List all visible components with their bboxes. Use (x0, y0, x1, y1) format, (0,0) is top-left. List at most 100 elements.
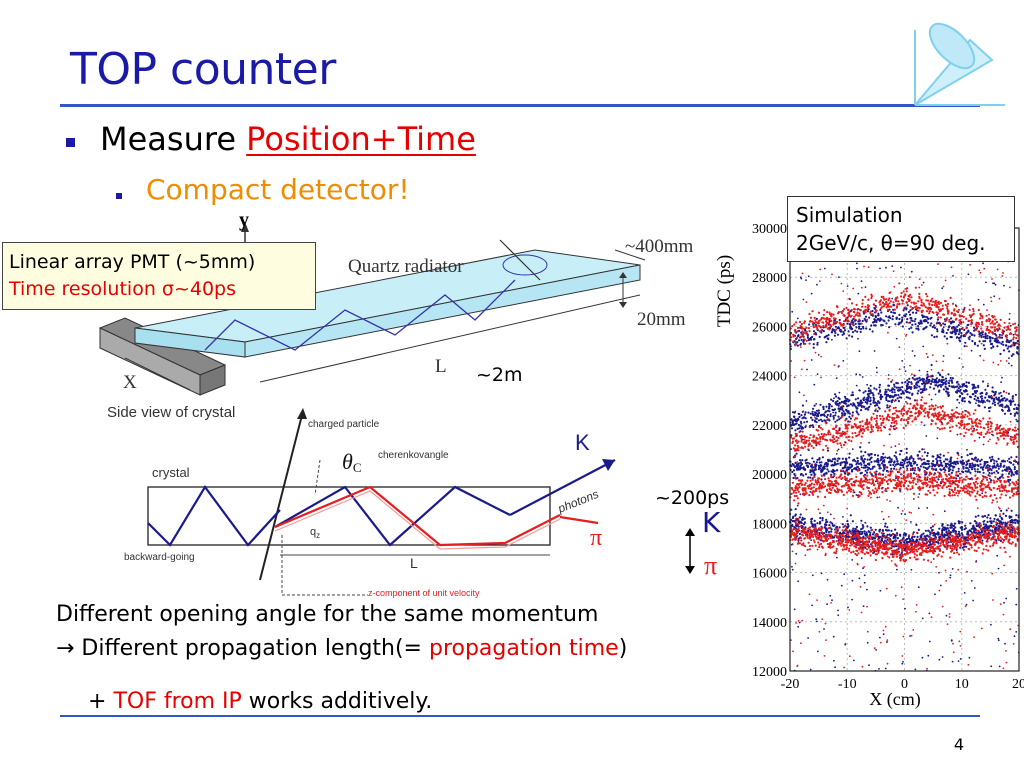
scatter-point (915, 554, 919, 557)
scatter-point (914, 323, 917, 326)
scatter-point (971, 466, 974, 469)
scatter-point (819, 483, 822, 486)
scatter-point (999, 480, 1002, 484)
scatter-point (1016, 420, 1019, 423)
scatter-point (819, 464, 822, 467)
scatter-point (940, 555, 943, 558)
scatter-point (793, 531, 796, 534)
scatter-point (975, 521, 978, 524)
scatter-point (907, 473, 910, 476)
scatter-point (842, 443, 846, 446)
scatter-point (802, 544, 805, 547)
scatter-point (792, 415, 796, 418)
scatter-point (1010, 487, 1014, 490)
scatter-point (909, 488, 912, 491)
scatter-point (907, 396, 910, 399)
scatter-point (806, 548, 809, 551)
scatter-point (937, 539, 940, 542)
scatter-point (1001, 486, 1005, 489)
scatter-point (1001, 523, 1004, 526)
scatter-point (1015, 440, 1018, 443)
scatter-point (994, 527, 998, 530)
scatter-point (1004, 525, 1007, 528)
scatter-point (833, 438, 836, 441)
scatter-point (974, 480, 978, 483)
scatter-point (851, 404, 854, 407)
scatter-point (803, 441, 806, 444)
scatter-point (962, 427, 966, 430)
scatter-point (826, 458, 830, 461)
scatter-point (847, 489, 850, 492)
scatter-point (792, 476, 795, 480)
scatter-point (919, 391, 923, 394)
scatter-point (886, 542, 889, 546)
scatter-point (806, 531, 810, 534)
scatter-point (969, 396, 972, 399)
scatter-point (935, 532, 938, 535)
scatter-point (982, 478, 985, 481)
scatter-point (981, 333, 984, 336)
scatter-point (898, 396, 901, 399)
scatter-point (984, 388, 987, 391)
scatter-point (888, 540, 891, 543)
scatter-point (957, 383, 960, 386)
scatter-point (927, 462, 930, 465)
scatter-point (877, 312, 880, 315)
scatter-point (841, 408, 844, 411)
scatter-point (808, 323, 811, 326)
scatter-point (1015, 433, 1018, 436)
scatter-point (988, 474, 991, 478)
scatter-point (812, 330, 816, 333)
scatter-point (847, 435, 850, 438)
scatter-point (833, 474, 836, 478)
scatter-point (917, 474, 920, 477)
scatter-point (984, 491, 987, 494)
scatter-point (826, 463, 829, 466)
scatter-point (964, 431, 967, 434)
scatter-point (830, 331, 833, 334)
scatter-point (898, 386, 902, 389)
scatter-point (1015, 472, 1018, 475)
scatter-point (809, 479, 812, 482)
scatter-point (936, 531, 939, 534)
scatter-point (911, 323, 914, 326)
scatter-point (819, 528, 823, 531)
scatter-point (857, 480, 860, 483)
scatter-point (854, 398, 857, 401)
scatter-point (943, 460, 946, 463)
scatter-point (891, 399, 894, 402)
scatter-point (899, 559, 902, 562)
scatter-point (861, 325, 865, 328)
scatter-point (1007, 392, 1010, 395)
scatter-point (977, 537, 980, 540)
scatter-point (943, 418, 947, 421)
scatter-point (953, 544, 956, 547)
scatter-point (930, 462, 933, 465)
scatter-point (856, 407, 859, 410)
scatter-point (905, 447, 908, 450)
scatter-point (796, 477, 799, 480)
scatter-point (875, 460, 878, 463)
scatter-point (987, 549, 990, 552)
scatter-point (905, 313, 908, 316)
scatter-point (803, 492, 806, 496)
scatter-point (904, 458, 907, 461)
scatter-point (860, 435, 863, 438)
scatter-point (848, 334, 851, 337)
scatter-point (909, 321, 912, 324)
scatter-point (824, 524, 827, 527)
scatter-point (798, 415, 801, 418)
scatter-point (799, 343, 802, 346)
scatter-point (843, 475, 846, 478)
scatter-point (934, 384, 937, 387)
scatter-point (793, 494, 796, 498)
scatter-point (901, 458, 904, 462)
scatter-point (836, 333, 840, 336)
photons-label: photons (555, 487, 601, 516)
scatter-point (854, 460, 857, 463)
scatter-point (926, 414, 929, 417)
scatter-point (1001, 538, 1004, 541)
scatter-point (794, 444, 797, 447)
scatter-point (869, 533, 872, 536)
scatter-point (918, 413, 921, 416)
